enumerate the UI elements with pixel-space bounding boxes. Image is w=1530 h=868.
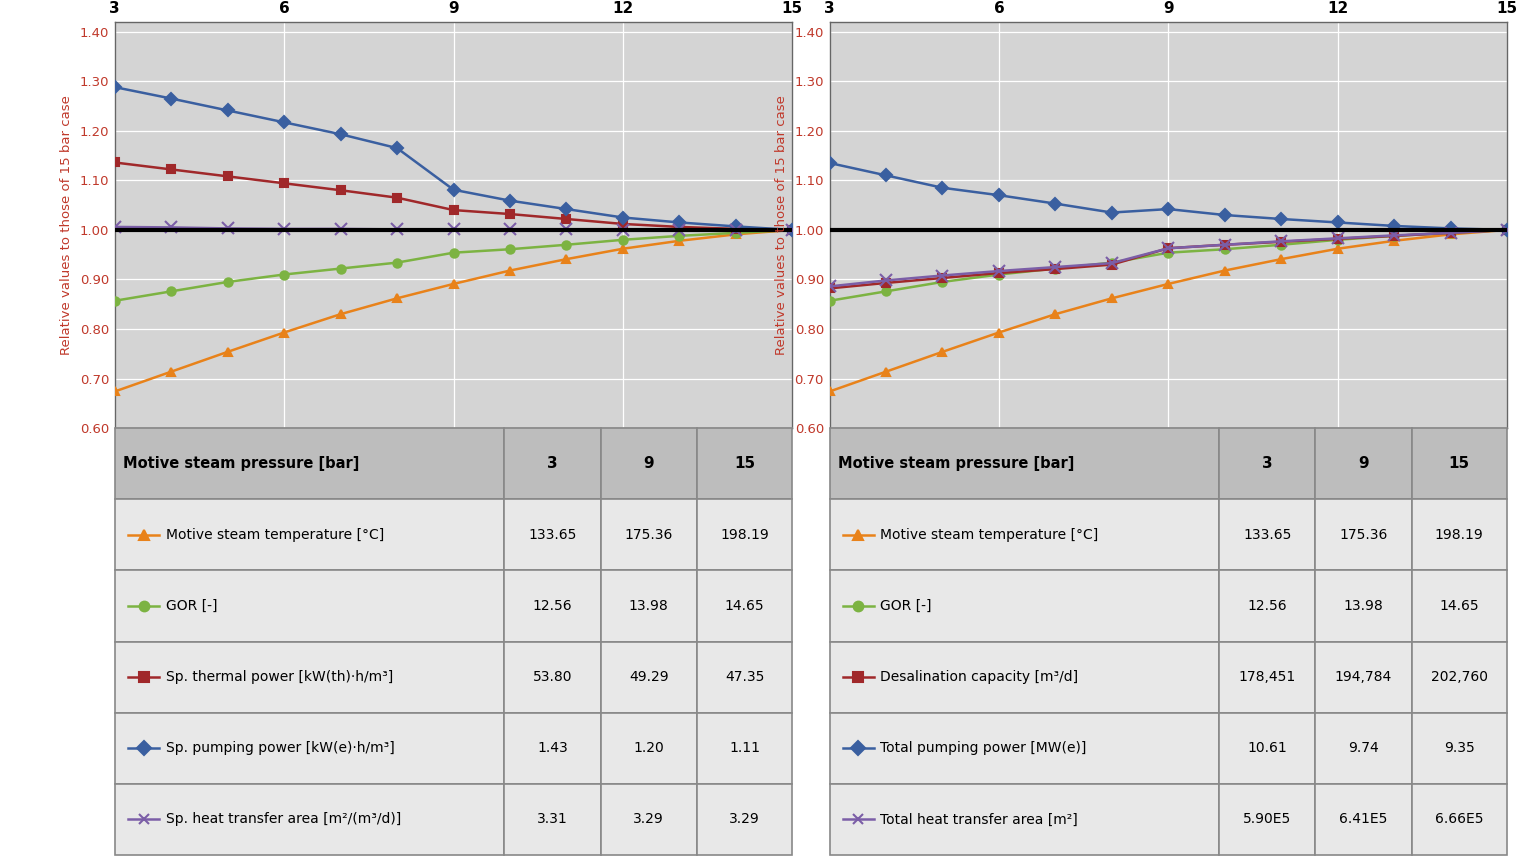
- Bar: [829, 428, 1219, 499]
- Bar: [505, 428, 601, 499]
- Bar: [1219, 499, 1316, 570]
- Text: 5.90E5: 5.90E5: [1242, 812, 1291, 826]
- Text: 10.61: 10.61: [1247, 741, 1287, 755]
- Text: 15: 15: [734, 457, 756, 471]
- Bar: [1412, 784, 1507, 855]
- Text: 175.36: 175.36: [624, 528, 673, 542]
- Text: 175.36: 175.36: [1339, 528, 1388, 542]
- Text: Motive steam temperature [°C]: Motive steam temperature [°C]: [165, 528, 384, 542]
- Bar: [601, 713, 696, 784]
- Bar: [696, 570, 793, 641]
- Text: Motive steam pressure [bar]: Motive steam pressure [bar]: [837, 457, 1074, 471]
- Text: 9: 9: [1359, 457, 1369, 471]
- Text: 47.35: 47.35: [725, 670, 763, 684]
- Text: Motive steam temperature [°C]: Motive steam temperature [°C]: [880, 528, 1099, 542]
- Bar: [829, 570, 1219, 641]
- Text: 13.98: 13.98: [629, 599, 669, 613]
- Bar: [1316, 428, 1412, 499]
- Bar: [1412, 499, 1507, 570]
- Bar: [1316, 570, 1412, 641]
- Text: 14.65: 14.65: [1440, 599, 1480, 613]
- Bar: [1316, 713, 1412, 784]
- Bar: [696, 428, 793, 499]
- Text: 49.29: 49.29: [629, 670, 669, 684]
- Bar: [115, 784, 505, 855]
- Text: 202,760: 202,760: [1431, 670, 1487, 684]
- Text: 53.80: 53.80: [532, 670, 572, 684]
- Text: 15: 15: [1449, 457, 1470, 471]
- Bar: [1412, 713, 1507, 784]
- Text: Total pumping power [MW(e)]: Total pumping power [MW(e)]: [880, 741, 1086, 755]
- Bar: [1316, 499, 1412, 570]
- Bar: [829, 641, 1219, 713]
- Text: 12.56: 12.56: [1247, 599, 1287, 613]
- Bar: [115, 428, 505, 499]
- Text: 1.11: 1.11: [728, 741, 760, 755]
- Text: Desalination capacity [m³/d]: Desalination capacity [m³/d]: [880, 670, 1079, 684]
- Text: Sp. heat transfer area [m²/(m³/d)]: Sp. heat transfer area [m²/(m³/d)]: [165, 812, 401, 826]
- Y-axis label: Relative values to those of 15 bar case: Relative values to those of 15 bar case: [774, 95, 788, 355]
- Text: 133.65: 133.65: [528, 528, 577, 542]
- Text: 3.29: 3.29: [730, 812, 760, 826]
- Text: GOR [-]: GOR [-]: [880, 599, 932, 613]
- Text: 9.35: 9.35: [1444, 741, 1475, 755]
- Bar: [115, 499, 505, 570]
- Bar: [601, 428, 696, 499]
- Bar: [696, 784, 793, 855]
- Bar: [1316, 641, 1412, 713]
- Bar: [505, 641, 601, 713]
- Bar: [1412, 641, 1507, 713]
- Bar: [115, 570, 505, 641]
- Bar: [115, 641, 505, 713]
- Bar: [505, 713, 601, 784]
- Text: 9: 9: [643, 457, 653, 471]
- Bar: [601, 570, 696, 641]
- Text: Motive steam pressure [bar]: Motive steam pressure [bar]: [122, 457, 360, 471]
- Bar: [505, 784, 601, 855]
- Bar: [1412, 570, 1507, 641]
- Text: 178,451: 178,451: [1239, 670, 1296, 684]
- Bar: [696, 641, 793, 713]
- Text: 6.41E5: 6.41E5: [1339, 812, 1388, 826]
- Text: 1.20: 1.20: [633, 741, 664, 755]
- Text: 198.19: 198.19: [721, 528, 770, 542]
- Bar: [1219, 713, 1316, 784]
- Text: 1.43: 1.43: [537, 741, 568, 755]
- Bar: [1316, 784, 1412, 855]
- Bar: [829, 784, 1219, 855]
- Bar: [829, 713, 1219, 784]
- Text: Total heat transfer area [m²]: Total heat transfer area [m²]: [880, 812, 1079, 826]
- Text: 133.65: 133.65: [1242, 528, 1291, 542]
- Bar: [696, 499, 793, 570]
- Bar: [1219, 428, 1316, 499]
- Text: 198.19: 198.19: [1435, 528, 1484, 542]
- Bar: [601, 499, 696, 570]
- Bar: [601, 641, 696, 713]
- Text: Sp. pumping power [kW(e)·h/m³]: Sp. pumping power [kW(e)·h/m³]: [165, 741, 395, 755]
- Bar: [505, 570, 601, 641]
- Y-axis label: Relative values to those of 15 bar case: Relative values to those of 15 bar case: [60, 95, 73, 355]
- Text: 13.98: 13.98: [1343, 599, 1383, 613]
- Text: 3: 3: [548, 457, 558, 471]
- Bar: [1219, 784, 1316, 855]
- Text: 9.74: 9.74: [1348, 741, 1379, 755]
- Bar: [829, 499, 1219, 570]
- Text: 12.56: 12.56: [532, 599, 572, 613]
- Bar: [115, 713, 505, 784]
- Bar: [1219, 641, 1316, 713]
- Text: 3.29: 3.29: [633, 812, 664, 826]
- Text: Sp. thermal power [kW(th)·h/m³]: Sp. thermal power [kW(th)·h/m³]: [165, 670, 393, 684]
- Text: GOR [-]: GOR [-]: [165, 599, 217, 613]
- Text: 14.65: 14.65: [725, 599, 765, 613]
- Bar: [1219, 570, 1316, 641]
- Text: 3: 3: [1262, 457, 1273, 471]
- Text: 6.66E5: 6.66E5: [1435, 812, 1484, 826]
- Text: 3.31: 3.31: [537, 812, 568, 826]
- Bar: [505, 499, 601, 570]
- Text: 194,784: 194,784: [1334, 670, 1392, 684]
- Bar: [601, 784, 696, 855]
- Bar: [1412, 428, 1507, 499]
- Bar: [696, 713, 793, 784]
